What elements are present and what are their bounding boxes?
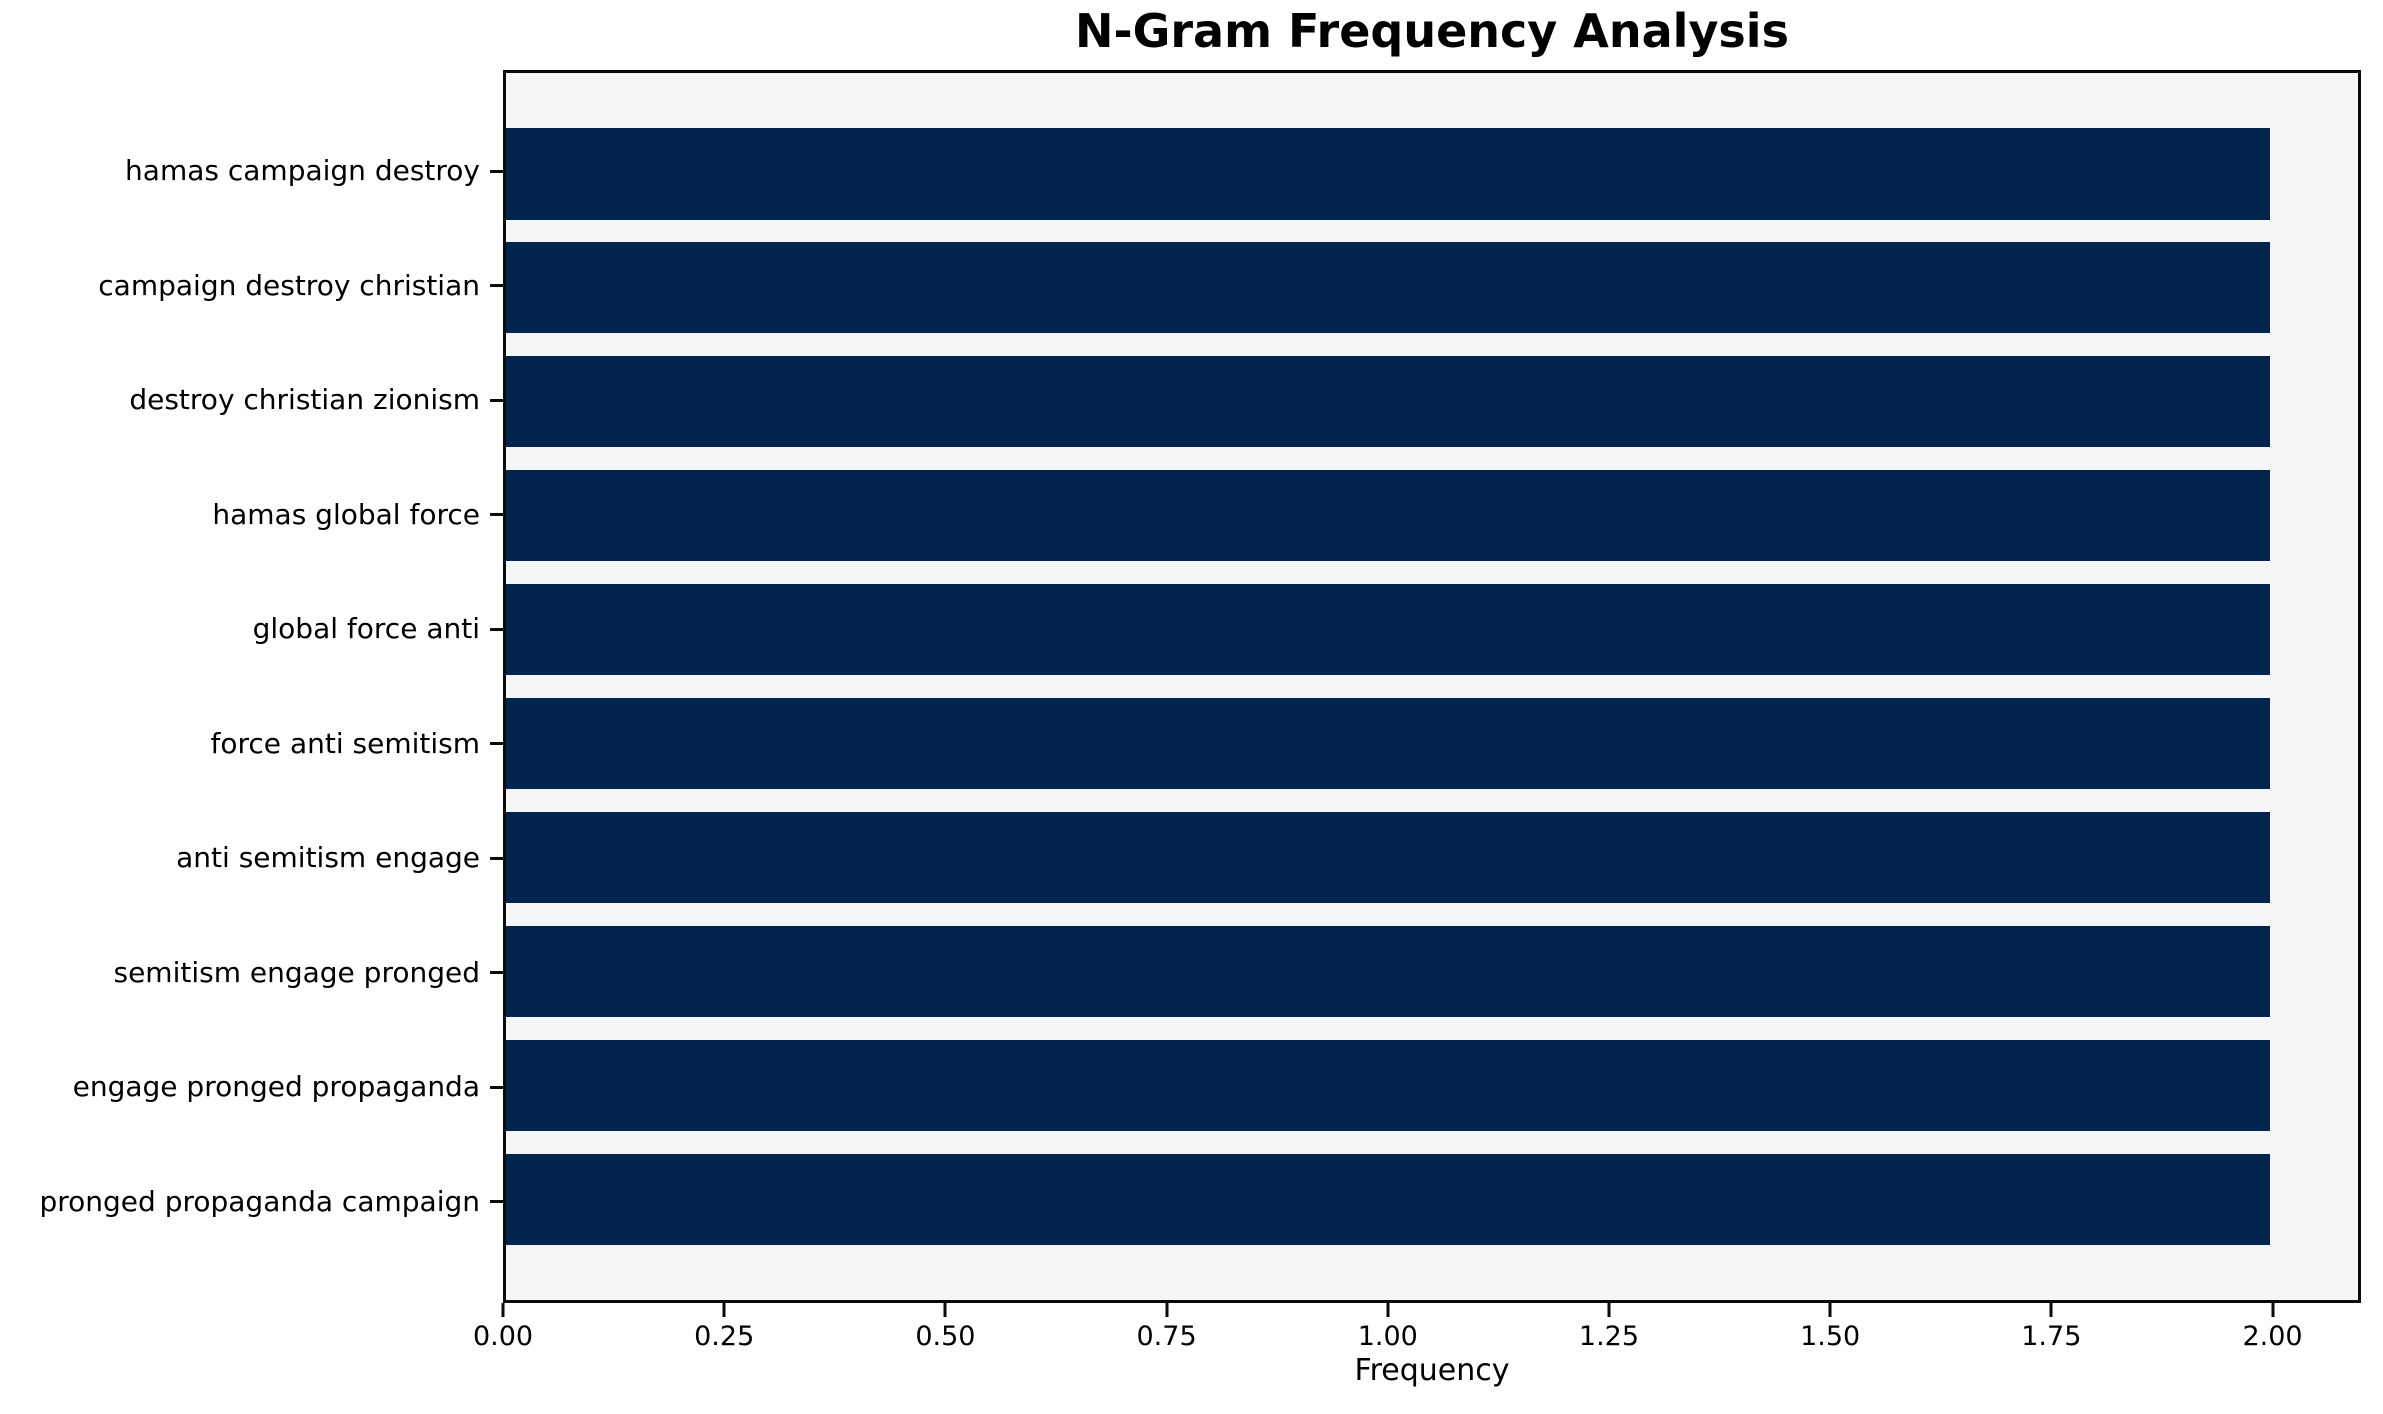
y-tick-mark [490,971,503,975]
bar-row [506,1028,2358,1142]
y-tick-label: semitism engage pronged [113,955,480,989]
y-axis-row: engage pronged propaganda [0,1030,503,1145]
y-tick-mark [490,627,503,631]
bar-row [506,345,2358,459]
y-axis-row: force anti semitism [0,687,503,802]
y-tick-label: hamas campaign destroy [125,154,480,188]
bar [506,128,2270,220]
bar [506,242,2270,334]
x-tick-mark [2049,1303,2053,1317]
y-tick-label: anti semitism engage [176,841,480,875]
bar [506,584,2270,676]
bar-row [506,1142,2358,1256]
x-tick-label: 2.00 [2242,1321,2303,1352]
y-axis-row: destroy christian zionism [0,343,503,458]
y-tick-label: destroy christian zionism [129,383,480,417]
x-tick-label: 1.00 [1357,1321,1418,1352]
x-tick-label: 1.25 [1578,1321,1640,1352]
x-tick-mark [1607,1303,1611,1317]
bar [506,470,2270,562]
x-tick-label: 0.25 [694,1321,755,1352]
x-tick-mark [2271,1303,2275,1317]
bar [506,1153,2270,1245]
bar-row [506,914,2358,1028]
y-tick-label: pronged propaganda campaign [39,1184,480,1218]
x-tick-label: 0.75 [1136,1321,1197,1352]
y-tick-mark [490,169,503,173]
y-axis: hamas campaign destroy campaign destroy c… [0,70,503,1303]
bar [506,356,2270,448]
y-axis-row: campaign destroy christian [0,229,503,344]
x-tick-mark [1828,1303,1832,1317]
y-tick-mark [490,742,503,746]
x-tick-label: 1.75 [2021,1321,2082,1352]
plot-area [503,70,2361,1303]
bar [506,697,2270,790]
y-tick-label: engage pronged propaganda [72,1070,480,1104]
bar-row [506,687,2358,801]
y-axis-row: hamas campaign destroy [0,114,503,229]
y-tick-label: hamas global force [212,497,480,531]
y-axis-row: global force anti [0,572,503,687]
chart-title: N-Gram Frequency Analysis [1075,4,1789,58]
y-tick-label: campaign destroy christian [98,268,480,302]
x-tick-mark [1165,1303,1169,1317]
y-tick-mark [490,856,503,860]
x-tick-mark [722,1303,726,1317]
bar-row [506,573,2358,687]
y-axis-row: pronged propaganda campaign [0,1145,503,1260]
x-tick-label: 0.50 [915,1321,976,1352]
y-tick-mark [490,398,503,402]
bar [506,811,2270,903]
x-axis: 0.00 0.25 0.50 0.75 1.00 1.25 1.50 1.75 2.00 [473,1303,2361,1413]
y-tick-label: force anti semitism [210,726,480,760]
y-tick-mark [490,1085,503,1089]
x-tick-mark [501,1303,505,1317]
x-tick-label: 0.00 [472,1321,534,1352]
x-tick-mark [1386,1303,1390,1317]
x-tick-mark [943,1303,947,1317]
y-axis-row: hamas global force [0,458,503,573]
x-tick-label: 1.50 [1800,1321,1861,1352]
bar-row [506,117,2358,231]
y-tick-mark [490,513,503,517]
bar [506,925,2270,1017]
x-axis-title: Frequency [1354,1353,1510,1388]
y-tick-mark [490,284,503,288]
bar-row [506,800,2358,914]
bar [506,1039,2270,1131]
y-tick-mark [490,1200,503,1204]
y-tick-label: global force anti [252,612,480,646]
bar-row [506,231,2358,345]
y-axis-row: semitism engage pronged [0,916,503,1031]
y-axis-row: anti semitism engage [0,801,503,916]
bar-row [506,459,2358,573]
